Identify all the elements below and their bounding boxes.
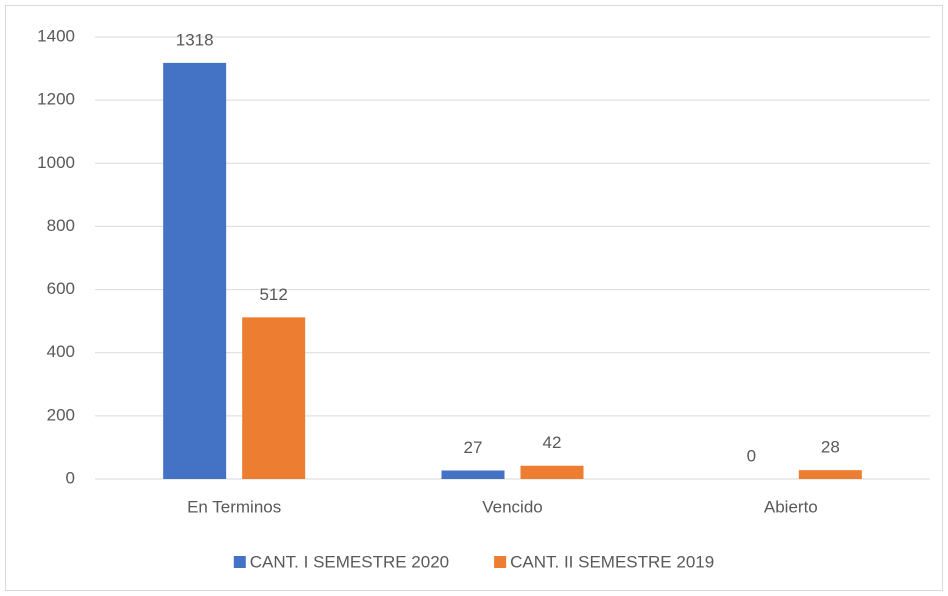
bar xyxy=(798,470,862,479)
y-tick-label: 800 xyxy=(47,216,75,235)
y-tick-label: 1000 xyxy=(37,153,75,172)
y-tick-label: 1200 xyxy=(37,90,75,109)
data-label: 0 xyxy=(747,446,756,465)
bar xyxy=(520,465,584,479)
legend-swatch xyxy=(494,556,507,568)
legend-swatch xyxy=(233,556,246,568)
data-label: 1318 xyxy=(176,30,214,49)
x-tick-label: En Terminos xyxy=(187,497,281,516)
data-label: 28 xyxy=(821,438,840,457)
y-tick-label: 0 xyxy=(66,468,75,487)
bar xyxy=(242,317,306,479)
legend-label: CANT. II SEMESTRE 2019 xyxy=(510,552,714,571)
data-label: 42 xyxy=(543,433,562,452)
legend-label: CANT. I SEMESTRE 2020 xyxy=(250,552,449,571)
data-label: 512 xyxy=(259,285,287,304)
chart-border xyxy=(5,5,943,591)
bar xyxy=(163,62,227,479)
y-tick-label: 200 xyxy=(47,405,75,424)
x-tick-label: Vencido xyxy=(482,497,543,516)
bar xyxy=(441,470,505,479)
x-tick-label: Abierto xyxy=(764,497,818,516)
y-tick-label: 600 xyxy=(47,279,75,298)
data-label: 27 xyxy=(464,438,483,457)
y-tick-label: 400 xyxy=(47,342,75,361)
y-tick-label: 1400 xyxy=(37,26,75,45)
